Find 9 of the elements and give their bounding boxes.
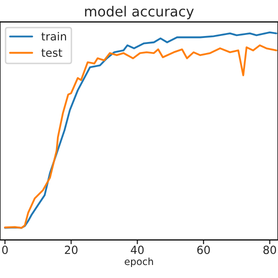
x-tick-label: 0 (2, 246, 8, 254)
x-tick-label: 80 (263, 246, 276, 254)
x-tick-label: 20 (64, 246, 78, 254)
x-tick-label: 40 (130, 246, 144, 254)
x-axis-title: epoch (124, 258, 153, 268)
legend-label: train (41, 32, 66, 41)
x-tick-label: 60 (197, 246, 210, 254)
chart-title: model accuracy (85, 6, 194, 20)
legend-label: test (41, 48, 62, 57)
